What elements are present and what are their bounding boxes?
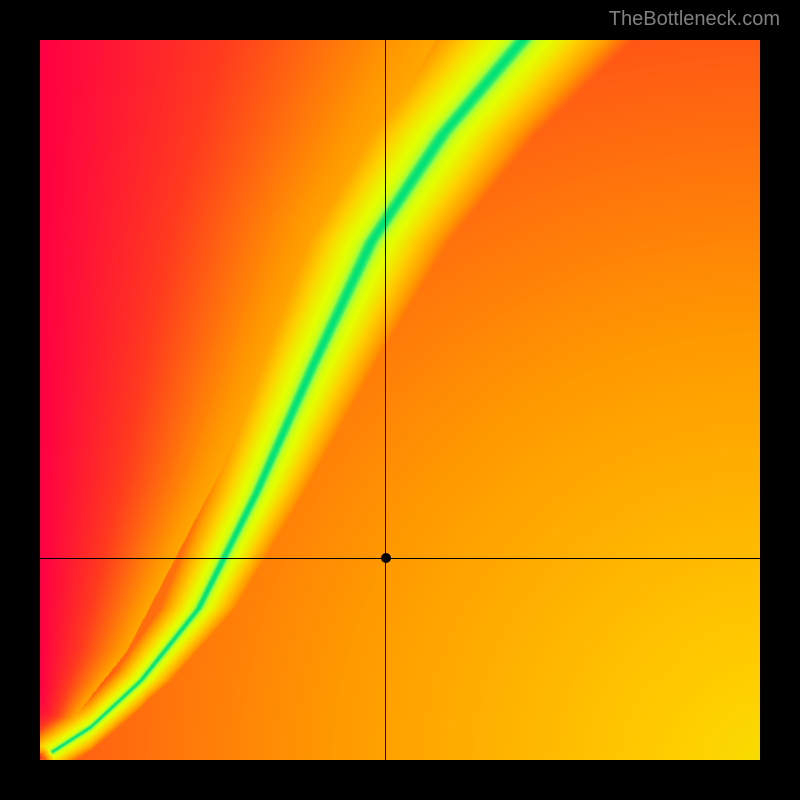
watermark-text: TheBottleneck.com	[609, 8, 780, 31]
chart-container: TheBottleneck.com	[0, 0, 800, 800]
heatmap-canvas	[40, 40, 760, 760]
chart-area	[40, 40, 760, 760]
